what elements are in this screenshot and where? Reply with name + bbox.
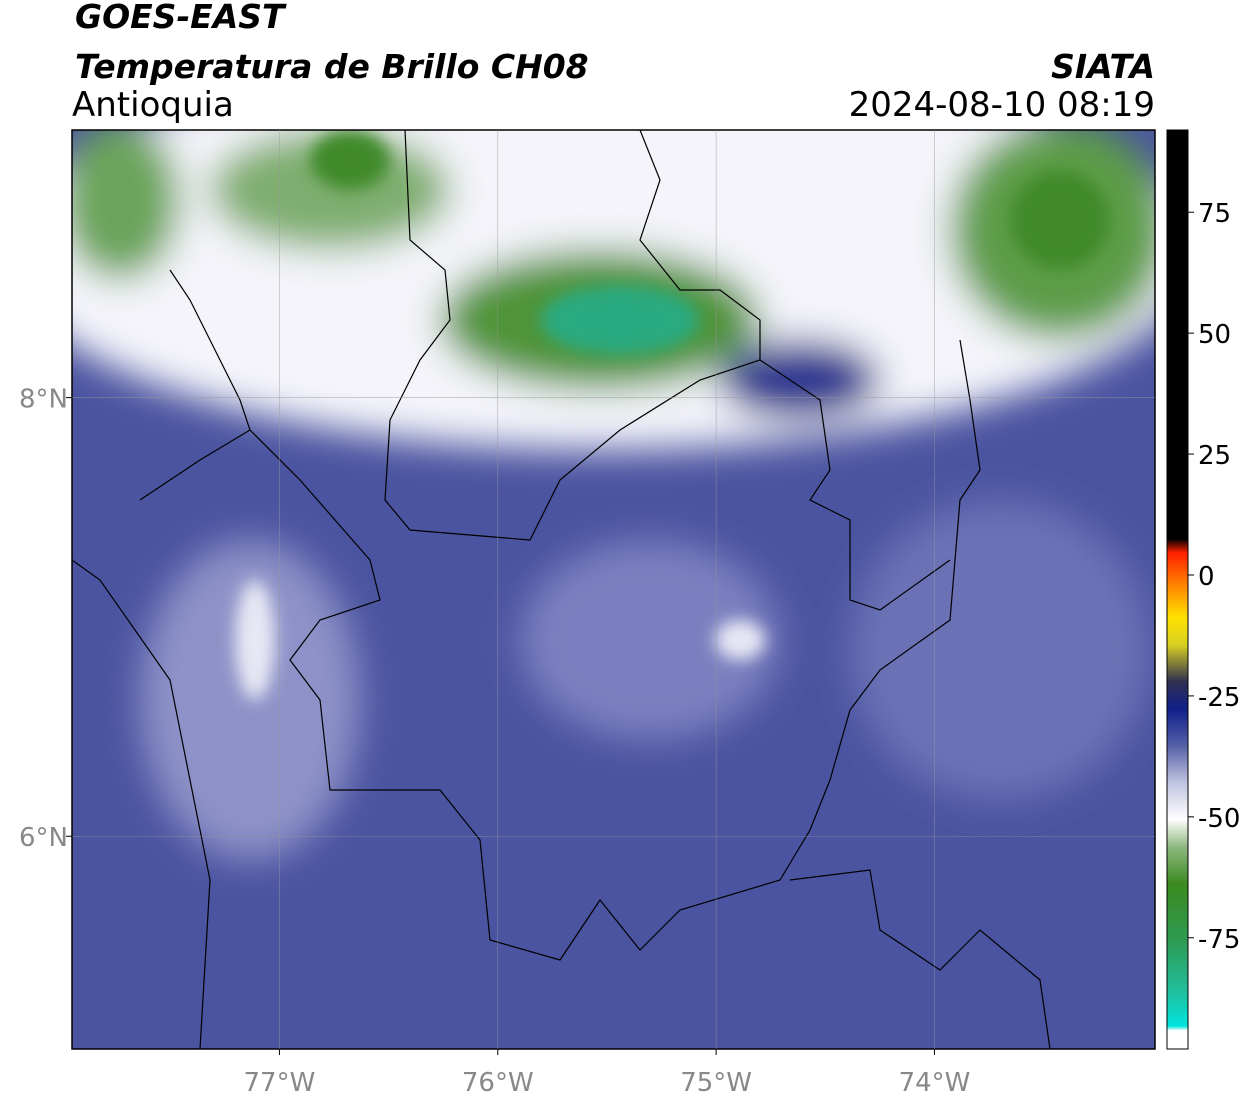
colorbar-tick-label: -75 [1198,925,1240,955]
timestamp: 2024-08-10 08:19 [849,85,1155,125]
colorbar-tick-label: -50 [1198,804,1240,834]
colorbar-tick-label: 75 [1198,199,1231,229]
lat-tick-label: 8°N [19,385,68,415]
subtitle: Temperatura de Brillo CH08 [75,47,589,86]
colorbar [1166,129,1189,1050]
lon-tick-label: 76°W [462,1068,534,1098]
colorbar-tick-label: 25 [1198,441,1231,471]
imagery [72,130,1155,1049]
colorbar-tick-label: 0 [1198,562,1215,592]
lon-tick-label: 74°W [899,1068,971,1098]
lon-tick-label: 75°W [680,1068,752,1098]
lon-tick-label: 77°W [244,1068,316,1098]
colorbar-tick-label: -25 [1198,683,1240,713]
source: SIATA [1051,47,1155,86]
region: Antioquia [72,85,234,125]
colorbar-tick-label: 50 [1198,320,1231,350]
lat-tick-label: 6°N [19,823,68,853]
map-frame [71,129,1156,1050]
title: GOES-EAST [75,0,287,36]
